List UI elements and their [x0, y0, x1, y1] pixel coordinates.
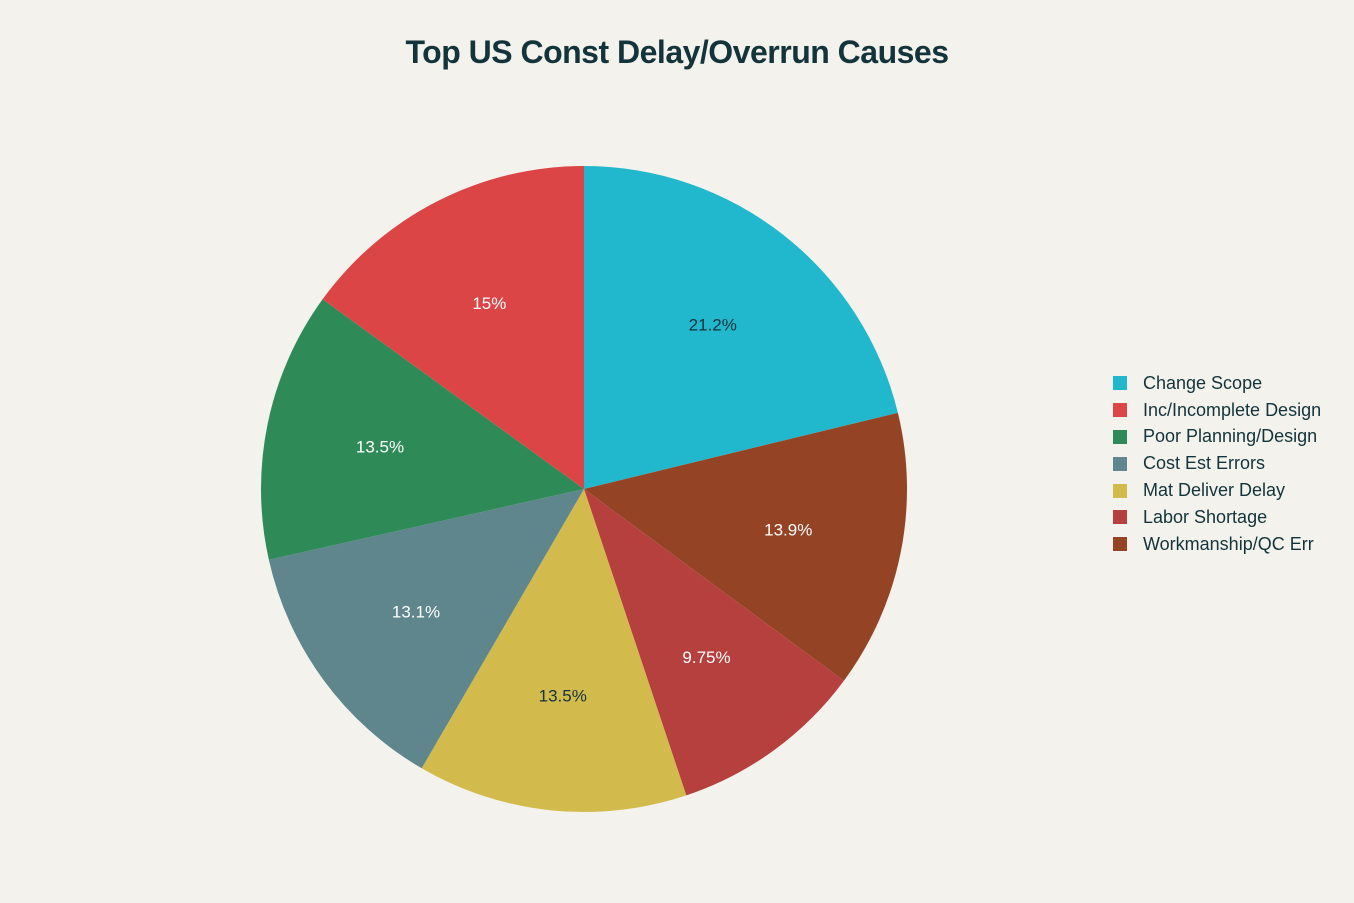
legend-label: Cost Est Errors: [1143, 453, 1266, 474]
slice-label-1: 13.9%: [764, 521, 812, 540]
legend-swatch: [1113, 537, 1127, 552]
slice-label-3: 13.5%: [539, 687, 587, 706]
legend-swatch: [1113, 429, 1127, 444]
legend-swatch: [1113, 456, 1127, 471]
chart-title: Top US Const Delay/Overrun Causes: [405, 34, 949, 70]
legend-label: Change Scope: [1143, 372, 1263, 393]
pie-slice-1[interactable]: [584, 412, 907, 681]
legend-label: Inc/Incomplete Design: [1143, 399, 1322, 420]
legend-item-6[interactable]: Workmanship/QC Err: [1113, 531, 1348, 558]
legend-swatch: [1113, 483, 1127, 498]
pie-slice-0[interactable]: [584, 166, 898, 489]
slice-label-2: 9.75%: [682, 648, 730, 667]
pie-slice-3[interactable]: [421, 489, 687, 812]
pie-labels: 21.2% 13.9% 9.75% 13.5% 13.1% 13.5% 15%: [356, 294, 812, 706]
slice-label-5: 13.5%: [356, 437, 404, 456]
pie-slices: [260, 166, 907, 812]
legend-swatch: [1113, 403, 1127, 418]
legend-item-2[interactable]: Poor Planning/Design: [1113, 424, 1348, 451]
pie-slice-6[interactable]: [322, 166, 584, 489]
legend-item-5[interactable]: Labor Shortage: [1113, 504, 1348, 531]
legend-swatch: [1113, 510, 1127, 525]
slice-label-4: 13.1%: [392, 603, 440, 622]
slice-label-0: 21.2%: [689, 316, 737, 335]
legend-label: Labor Shortage: [1143, 506, 1268, 527]
pie-slice-5[interactable]: [260, 299, 584, 560]
legend-item-4[interactable]: Mat Deliver Delay: [1113, 477, 1348, 504]
pie-slice-2[interactable]: [584, 489, 844, 796]
legend-item-3[interactable]: Cost Est Errors: [1113, 450, 1348, 477]
legend-swatch: [1113, 376, 1127, 391]
legend-item-0[interactable]: Change Scope: [1113, 370, 1348, 397]
pie-slice-4[interactable]: [268, 489, 584, 769]
legend-label: Mat Deliver Delay: [1143, 480, 1286, 501]
slice-label-6: 15%: [472, 294, 506, 313]
legend-item-1[interactable]: Inc/Incomplete Design: [1113, 397, 1348, 424]
chart-legend: Change Scope Inc/Incomplete Design Poor Pl…: [1113, 370, 1348, 558]
legend-label: Workmanship/QC Err: [1143, 533, 1314, 554]
legend-label: Poor Planning/Design: [1143, 426, 1318, 447]
